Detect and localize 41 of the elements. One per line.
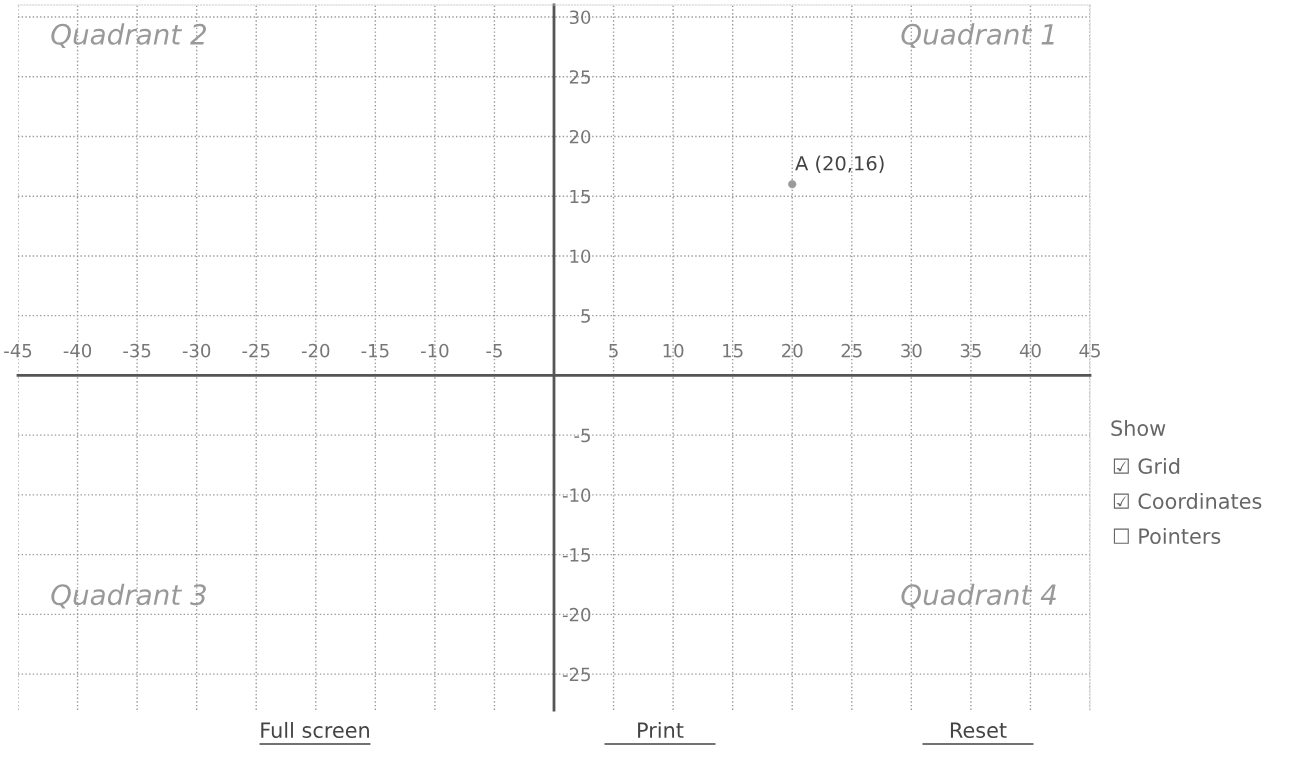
annotation: Quadrant 2 [51,23,206,48]
text: Reset [950,722,1007,739]
text: ☐ Pointers [1113,527,1221,545]
annotation: Quadrant 4 [901,583,1056,609]
y-tick-label: 30 [569,10,591,25]
annotation: Quadrant 1 [901,23,1054,48]
annotation: A (20,16) [795,155,884,173]
x-tick-label: 35 [960,343,981,358]
y-tick-label: 25 [569,70,590,84]
y-tick-label: -5 [574,428,590,443]
y-tick-label: 5 [581,309,590,323]
x-tick-label: 30 [901,343,922,358]
y-tick-label: 20 [569,129,591,144]
y-tick-label: 10 [570,249,591,264]
x-tick-label: 15 [723,344,743,358]
x-tick-label: -35 [123,343,151,358]
y-tick-label: -15 [562,548,590,562]
x-tick-label: -45 [4,344,32,358]
text: ☑ Grid [1113,457,1180,475]
x-tick-label: -20 [301,343,330,358]
text: ☑ Coordinates [1113,492,1262,510]
x-tick-label: -5 [486,344,502,358]
text: Full screen [261,721,369,739]
x-tick-label: -40 [63,343,92,358]
x-tick-label: 25 [841,343,862,358]
x-tick-label: 40 [1019,343,1041,358]
x-tick-label: 5 [609,344,618,358]
text: Show [1111,419,1166,437]
y-tick-label: -10 [562,488,591,503]
x-tick-label: 45 [1079,344,1100,358]
x-tick-label: 20 [782,343,803,358]
y-tick-label: 15 [570,189,590,204]
text: Print [638,721,684,738]
x-tick-label: -25 [242,343,270,358]
x-tick-label: -30 [182,343,211,358]
x-tick-label: -10 [421,343,449,358]
x-tick-label: -15 [361,344,389,358]
x-tick-label: 10 [663,343,684,358]
y-tick-label: -20 [562,607,591,622]
annotation: Quadrant 3 [51,583,206,609]
y-tick-label: -25 [562,667,590,682]
